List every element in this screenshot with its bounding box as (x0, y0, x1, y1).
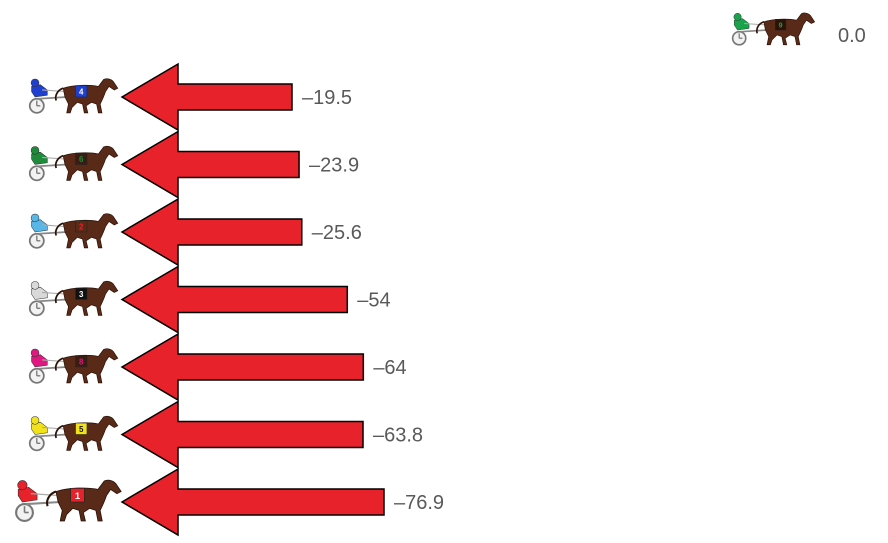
saddle-cloth (75, 287, 88, 300)
horse-icon: 5 (28, 415, 119, 452)
driver-helmet (30, 348, 40, 358)
horse-icon: 9 (731, 12, 816, 46)
horse-number: 2 (79, 222, 84, 231)
driver-helmet (30, 78, 40, 88)
horse-number: 5 (79, 425, 84, 434)
value-label: –76.9 (394, 492, 444, 514)
value-label: –25.6 (312, 222, 362, 244)
row-5: 5 –63.8 (28, 400, 423, 469)
driver-silks (31, 421, 48, 435)
horse-body (62, 78, 119, 114)
saddle-cloth (75, 422, 88, 435)
leader-row: 9 0.0 (731, 12, 866, 47)
driver-silks (734, 18, 750, 31)
driver-helmet (30, 281, 40, 290)
row-3: 3 –54 (28, 265, 391, 334)
horse-body (763, 12, 816, 46)
value-label: –54 (357, 290, 390, 312)
horse-number: 6 (79, 155, 84, 164)
horse-icon: 4 (28, 78, 119, 114)
horse-icon: 6 (28, 145, 119, 182)
value-label: –64 (373, 357, 406, 379)
saddle-cloth (75, 85, 88, 98)
row-6: 6 –23.9 (28, 130, 359, 199)
driver-helmet (30, 146, 40, 155)
driver-silks (31, 286, 48, 300)
arrow-bar (120, 400, 364, 469)
arrow-bar (120, 130, 300, 199)
horse-icon: 3 (28, 280, 119, 317)
sulky-wheel (28, 300, 45, 317)
horse-number: 3 (79, 290, 84, 299)
horse-body (62, 415, 119, 451)
saddle-cloth (70, 488, 85, 503)
driver-silks (31, 151, 48, 165)
arrow-bar (120, 265, 349, 334)
value-label: –63.8 (373, 425, 423, 447)
leader-value-label: 0.0 (838, 25, 866, 47)
driver-helmet (733, 12, 742, 21)
driver-silks (31, 354, 48, 368)
row-1: 1 –76.9 (15, 467, 444, 537)
horse-icon: 1 (15, 479, 122, 522)
driver-helmet (30, 416, 40, 425)
saddle-cloth (75, 220, 88, 233)
sulky-wheel (28, 97, 45, 114)
horse-number: 8 (79, 357, 84, 366)
arrow-bar (120, 332, 365, 402)
row-4: 4 –19.5 (28, 62, 352, 132)
horse-number: 9 (779, 21, 783, 30)
arrow-bar (120, 467, 385, 537)
horse-body (62, 145, 119, 181)
saddle-cloth (75, 355, 88, 368)
horse-body (62, 280, 119, 316)
value-label: –23.9 (309, 155, 359, 177)
horse-body (55, 479, 122, 522)
sulky-wheel (28, 367, 45, 384)
chart-rows: 4 –19.5 6 –23.9 2 –25.6 3 –54 8 –64 5 –63.8 1 –76.9 (15, 62, 444, 537)
driver-helmet (17, 480, 28, 491)
horse-body (62, 213, 119, 249)
arrow-bar (120, 62, 293, 132)
horse-number: 4 (79, 87, 84, 96)
saddle-cloth (75, 152, 88, 165)
saddle-cloth (775, 19, 787, 31)
row-8: 8 –64 (28, 332, 407, 402)
driver-silks (31, 219, 48, 233)
value-label: –19.5 (302, 87, 352, 109)
driver-helmet (30, 213, 40, 223)
arrow-bar (120, 197, 303, 267)
sulky-wheel (28, 232, 45, 249)
driver-silks (17, 486, 38, 503)
horse-body (62, 348, 119, 384)
sulky-wheel (28, 165, 45, 182)
sulky-wheel (28, 435, 45, 452)
horse-number: 1 (75, 491, 80, 502)
row-2: 2 –25.6 (28, 197, 362, 267)
driver-silks (31, 84, 48, 98)
horse-icon: 8 (28, 348, 119, 384)
horse-icon: 2 (28, 213, 119, 249)
